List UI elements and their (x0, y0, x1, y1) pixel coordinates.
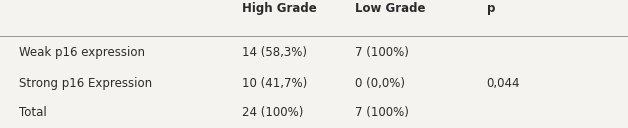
Text: 0,044: 0,044 (487, 77, 520, 90)
Text: 24 (100%): 24 (100%) (242, 106, 303, 119)
Text: High Grade: High Grade (242, 2, 317, 15)
Text: Strong p16 Expression: Strong p16 Expression (19, 77, 152, 90)
Text: 7 (100%): 7 (100%) (355, 106, 409, 119)
Text: 7 (100%): 7 (100%) (355, 46, 409, 59)
Text: 14 (58,3%): 14 (58,3%) (242, 46, 307, 59)
Text: Low Grade: Low Grade (355, 2, 425, 15)
Text: p: p (487, 2, 495, 15)
Text: 0 (0,0%): 0 (0,0%) (355, 77, 405, 90)
Text: Weak p16 expression: Weak p16 expression (19, 46, 145, 59)
Text: 10 (41,7%): 10 (41,7%) (242, 77, 307, 90)
Text: Total: Total (19, 106, 46, 119)
